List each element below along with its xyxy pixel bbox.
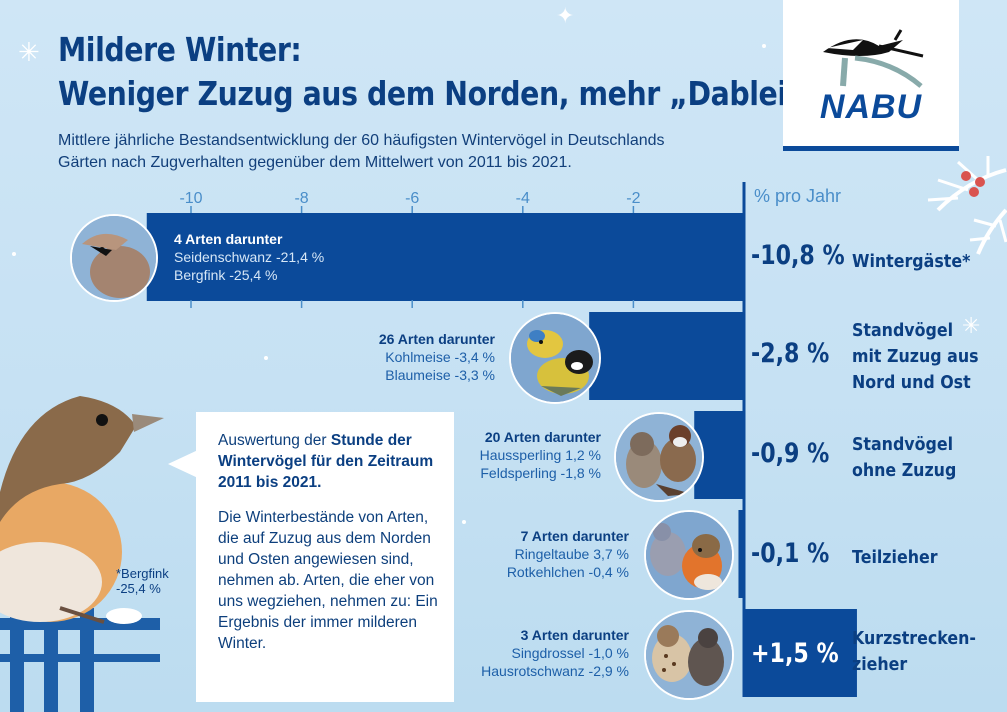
bar-4 — [744, 609, 857, 697]
annotation-4: 3 Arten darunter Singdrossel -1,0 % Haus… — [481, 626, 629, 680]
thrush-icon — [644, 610, 734, 700]
title-line-1: Mildere Winter: — [58, 30, 302, 69]
tick-label-4: -2 — [626, 190, 640, 207]
annotation-header: 7 Arten darunter — [520, 528, 629, 544]
brambling-icon — [0, 396, 164, 712]
annotation-header: 20 Arten darunter — [484, 429, 601, 445]
annotation-2: 20 Arten darunter Haussperling 1,2 % Fel… — [480, 428, 601, 482]
annotation-species: Haussperling 1,2 % — [479, 447, 601, 463]
footnote-line-2: -25,4 % — [116, 581, 161, 596]
snow-dot — [264, 356, 268, 360]
page-title: Mildere Winter: Weniger Zuzug aus dem No… — [58, 28, 858, 116]
callout-paragraph-1: Auswertung der Stunde der Wintervögel fü… — [218, 430, 440, 493]
snow-dot — [12, 252, 16, 256]
annotation-species: Seidenschwanz -21,4 % — [174, 249, 325, 265]
footnote: *Bergfink -25,4 % — [116, 566, 169, 596]
annotation-species: Blaumeise -3,3 % — [385, 367, 495, 383]
sparkle-icon: ✳ — [962, 314, 981, 339]
annotation-0: 4 Arten darunter Seidenschwanz -21,4 % B… — [174, 230, 324, 284]
sparrow-icon — [614, 412, 704, 502]
annotation-species: Feldsperling -1,8 % — [480, 465, 601, 481]
annotation-species: Rotkehlchen -0,4 % — [506, 564, 629, 580]
annotation-species: Hausrotschwanz -2,9 % — [481, 663, 629, 679]
snow-dot — [762, 44, 766, 48]
annotation-species: Singdrossel -1,0 % — [511, 645, 629, 661]
bar-3 — [738, 510, 744, 598]
tick-label-3: -4 — [516, 190, 530, 207]
nabu-logo: NABU — [783, 0, 959, 151]
logo-text: NABU — [819, 88, 923, 126]
annotation-species: Kohlmeise -3,4 % — [385, 349, 495, 365]
robin-pigeon-icon — [644, 510, 734, 600]
annotation-3: 7 Arten darunter Ringeltaube 3,7 % Rotke… — [507, 527, 629, 581]
annotation-header: 4 Arten darunter — [174, 231, 283, 247]
sparkle-icon: ✳ — [18, 38, 40, 68]
tit-icon — [509, 312, 601, 404]
value-label-1: -2,8 % — [751, 338, 830, 369]
annotation-species: Bergfink -25,4 % — [174, 267, 278, 283]
waxwing-icon — [70, 214, 158, 302]
value-label-0: -10,8 % — [751, 240, 845, 271]
annotation-header: 26 Arten darunter — [378, 331, 495, 347]
footnote-line-1: *Bergfink — [116, 566, 169, 581]
category-label-4: Kurzstrecken- zieher — [852, 628, 976, 675]
annotation-header: 3 Arten darunter — [520, 627, 629, 643]
stork-icon — [823, 29, 924, 88]
value-label-4: +1,5 % — [751, 638, 839, 669]
category-label-1: Standvögel mit Zuzug aus Nord und Ost — [852, 320, 979, 393]
callout-bold: Stunde der Wintervögel für den Zeitraum … — [218, 432, 434, 491]
sparkle-icon: ✦ — [556, 4, 575, 29]
category-label-3: Teilzieher — [852, 547, 938, 568]
callout-paragraph-2: Die Winterbestände von Arten, die auf Zu… — [218, 509, 438, 652]
callout-prefix: Auswertung der — [218, 432, 331, 449]
value-label-3: -0,1 % — [751, 538, 830, 569]
value-label-2: -0,9 % — [751, 438, 830, 469]
tick-label-1: -8 — [294, 190, 308, 207]
bar-0 — [146, 213, 744, 301]
annotation-species: Ringeltaube 3,7 % — [514, 546, 629, 562]
callout-pointer — [168, 450, 198, 478]
category-label-2: Standvögel ohne Zuzug — [852, 434, 957, 481]
bar-1 — [589, 312, 744, 400]
tick-label-2: -6 — [405, 190, 419, 207]
tick-label-0: -10 — [179, 190, 202, 207]
branch-decoration — [927, 156, 1007, 255]
category-label-0: Wintergäste* — [852, 251, 971, 272]
subtitle: Mittlere jährliche Bestandsentwicklung d… — [58, 132, 665, 171]
info-callout: Auswertung der Stunde der Wintervögel fü… — [196, 412, 454, 702]
annotation-1: 26 Arten darunter Kohlmeise -3,4 % Blaum… — [379, 330, 495, 384]
title-line-2: Weniger Zuzug aus dem Norden, mehr „Dabl… — [58, 74, 858, 113]
unit-label: % pro Jahr — [754, 186, 842, 206]
snow-dot — [462, 520, 466, 524]
